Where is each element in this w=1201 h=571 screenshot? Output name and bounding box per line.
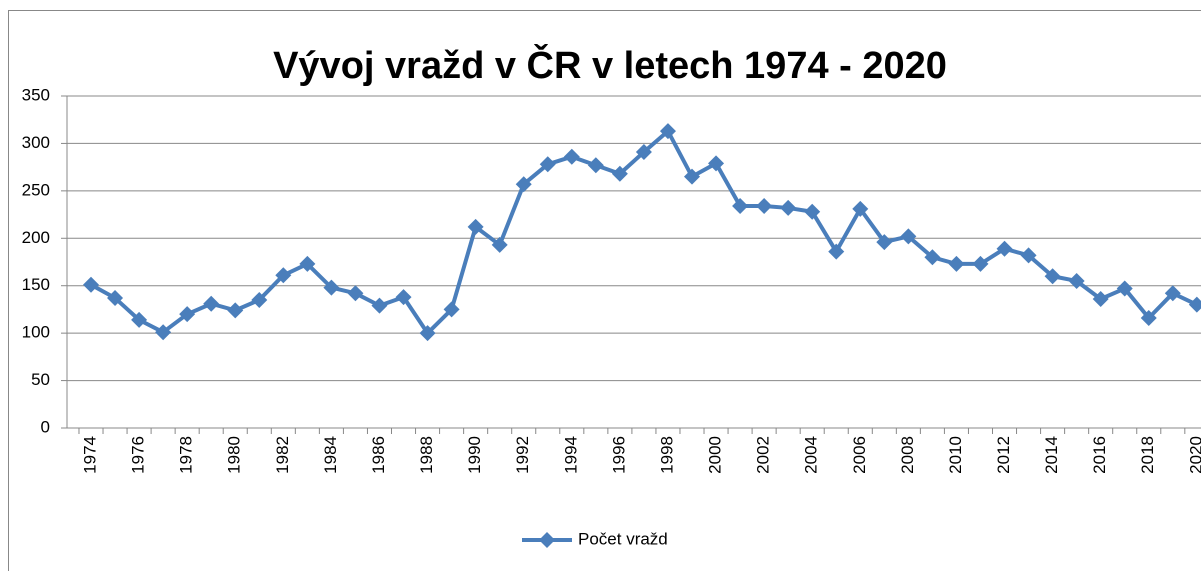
y-tick-label: 350	[22, 85, 50, 104]
x-tick-label: 2018	[1138, 436, 1157, 474]
point-marker	[1164, 285, 1181, 302]
x-tick-label: 1976	[129, 436, 148, 474]
point-marker	[395, 289, 412, 306]
point-marker	[1188, 296, 1201, 313]
point-marker	[443, 301, 460, 318]
point-marker	[1020, 247, 1037, 264]
point-marker	[852, 200, 869, 217]
point-marker	[1116, 280, 1133, 297]
point-marker	[539, 156, 556, 173]
point-marker	[828, 243, 845, 260]
point-marker	[684, 168, 700, 185]
point-marker	[635, 143, 652, 160]
point-marker	[732, 198, 749, 215]
x-tick-label: 2016	[1090, 436, 1109, 474]
point-marker	[587, 157, 604, 174]
point-marker	[467, 218, 484, 235]
point-marker	[299, 255, 316, 272]
x-tick-label: 2020	[1186, 436, 1201, 474]
x-tick-label: 2014	[1042, 436, 1061, 474]
point-marker	[251, 291, 268, 308]
x-tick-label: 1984	[321, 436, 340, 474]
point-marker	[996, 240, 1013, 257]
point-marker	[1044, 268, 1061, 285]
point-marker	[275, 267, 292, 284]
point-marker	[179, 306, 196, 323]
legend-label: Počet vražd	[578, 529, 668, 548]
point-marker	[131, 311, 148, 328]
x-tick-label: 2002	[754, 436, 773, 474]
point-marker	[155, 324, 172, 341]
x-tick-label: 2000	[706, 436, 725, 474]
point-marker	[203, 295, 220, 312]
point-marker	[900, 228, 917, 245]
point-marker	[948, 255, 965, 272]
x-tick-label: 2004	[802, 436, 821, 474]
point-marker	[515, 176, 532, 193]
y-tick-label: 0	[41, 417, 50, 436]
legend-marker	[539, 532, 555, 548]
x-tick-label: 1994	[561, 436, 580, 474]
point-marker	[1092, 290, 1109, 307]
point-marker	[972, 255, 989, 272]
chart-border	[8, 10, 1201, 571]
x-tick-label: 1986	[369, 436, 388, 474]
point-marker	[708, 155, 725, 172]
x-tick-label: 2006	[850, 436, 869, 474]
y-tick-label: 150	[22, 275, 50, 294]
y-tick-label: 250	[22, 180, 50, 199]
x-tick-label: 2008	[898, 436, 917, 474]
point-marker	[924, 249, 941, 266]
point-marker	[227, 302, 244, 319]
x-tick-label: 2012	[994, 436, 1013, 474]
point-marker	[659, 123, 676, 140]
point-marker	[804, 203, 821, 220]
point-marker	[611, 165, 628, 182]
point-marker	[347, 285, 364, 302]
point-marker	[491, 236, 508, 253]
point-marker	[83, 276, 99, 293]
point-marker	[1068, 272, 1085, 289]
point-marker	[107, 290, 124, 307]
x-tick-label: 1974	[80, 436, 99, 474]
point-marker	[323, 279, 340, 296]
point-marker	[876, 234, 893, 251]
x-tick-label: 1978	[177, 436, 196, 474]
y-tick-label: 100	[22, 323, 50, 342]
x-tick-label: 2010	[946, 436, 965, 474]
point-marker	[780, 199, 797, 216]
point-marker	[1140, 309, 1157, 326]
y-tick-label: 300	[22, 133, 50, 152]
point-marker	[756, 198, 773, 215]
point-marker	[563, 148, 580, 165]
y-tick-label: 200	[22, 228, 50, 247]
chart-title: Vývoj vražd v ČR v letech 1974 - 2020	[273, 42, 947, 87]
point-marker	[419, 325, 436, 342]
x-tick-label: 1996	[609, 436, 628, 474]
y-tick-label: 50	[31, 370, 50, 389]
x-tick-label: 1990	[465, 436, 484, 474]
x-tick-label: 1988	[417, 436, 436, 474]
x-tick-label: 1982	[273, 436, 292, 474]
x-tick-label: 1998	[657, 436, 676, 474]
x-tick-label: 1980	[225, 436, 244, 474]
point-marker	[371, 297, 388, 314]
x-tick-label: 1992	[513, 436, 532, 474]
